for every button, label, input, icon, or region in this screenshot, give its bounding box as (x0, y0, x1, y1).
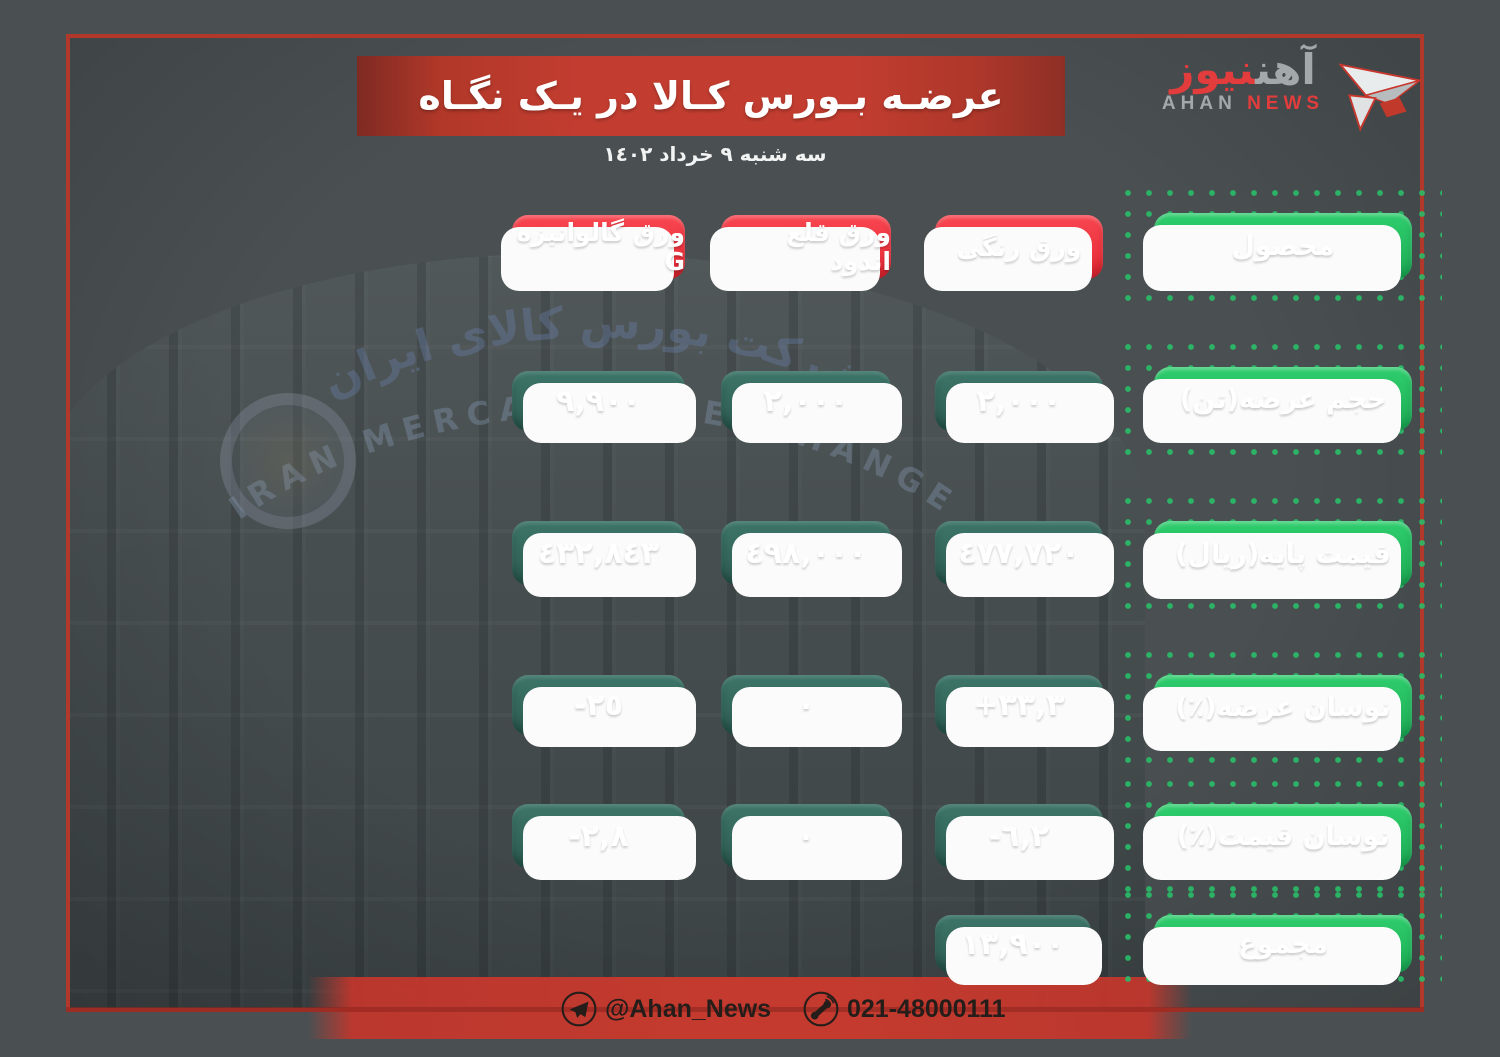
logo-farsi-wordmark: آهننیوز (1148, 45, 1338, 94)
row-label-supply-fluctuation: نوسان عرضه(٪) (1154, 675, 1412, 739)
row-label-product: محصول (1154, 213, 1412, 279)
column-header-tinplate-sheet: ورق قلع اندود (721, 215, 891, 279)
column-header-galvanized-sheet: ورق گالوانیزه G (512, 215, 685, 279)
frame-bottom-line (66, 1007, 1424, 1012)
telegram-icon (561, 991, 597, 1027)
value-supply-fluct-galvanized: -٢٥ (512, 675, 685, 735)
column-header-colored-sheet: ورق رنگی (935, 215, 1103, 279)
value-supply-fluct-tinplate: ٠ (721, 675, 891, 735)
value-volume-galvanized: ٩,٩٠٠ (512, 371, 685, 431)
dot-patch: حجم عرضه(تن) (1124, 343, 1442, 455)
dot-patch: محصول (1124, 189, 1442, 303)
row-label-total: مجموع (1154, 915, 1412, 973)
row-label-price-fluctuation: نوسان قیمت(٪) (1154, 804, 1412, 868)
page-title: عرضـه بـورس کـالا در یـک نگـاه (418, 74, 1004, 118)
value-price-tinplate: ٤٩٨,٠٠٠ (721, 521, 891, 585)
value-total: ١٣,٩٠٠ (935, 915, 1091, 973)
ahan-news-logo: آهننیوز AHAN NEWS (1148, 45, 1338, 114)
logo-en-ahan: AHAN (1161, 93, 1237, 115)
telegram-contact[interactable]: @Ahan_News (560, 988, 771, 1030)
value-price-galvanized: ٤٣٢,٨٤٣ (512, 521, 685, 585)
logo-fa-news: نیوز (1170, 45, 1256, 94)
value-price-fluct-colored: -٦,٢ (935, 804, 1103, 868)
title-bar: عرضـه بـورس کـالا در یـک نگـاه (357, 56, 1065, 136)
value-price-fluct-tinplate: ٠ (721, 804, 891, 868)
phone-icon (803, 991, 839, 1027)
dot-patch: قیمت پایه(ریال) (1124, 497, 1442, 611)
dot-patch: نوسان عرضه(٪) (1124, 651, 1442, 763)
row-label-volume: حجم عرضه(تن) (1154, 367, 1412, 431)
value-supply-fluct-colored: +٣٣,٣ (935, 675, 1103, 735)
dot-patch: مجموع (1124, 891, 1442, 997)
logo-fa-ahan: آهن (1255, 45, 1316, 94)
paper-plane-icon (1338, 63, 1421, 132)
value-volume-tinplate: ٢,٠٠٠ (721, 371, 891, 431)
phone-contact[interactable]: 021-48000111 (802, 988, 1006, 1030)
logo-en-news: NEWS (1247, 93, 1325, 115)
dot-patch: نوسان قیمت(٪) (1124, 780, 1442, 892)
logo-latin-wordmark: AHAN NEWS (1148, 94, 1338, 114)
value-volume-colored: ٢,٠٠٠ (935, 371, 1103, 431)
value-price-colored: ٤٧٧,٧٢٠ (935, 521, 1103, 585)
date-text: سه شنبه ٩ خرداد ١٤٠٢ (603, 142, 827, 166)
telegram-handle: @Ahan_News (605, 994, 772, 1023)
phone-number: 021-48000111 (847, 994, 1006, 1023)
value-price-fluct-galvanized: -٢,٨ (512, 804, 685, 868)
row-label-base-price: قیمت پایه(ریال) (1154, 521, 1412, 587)
